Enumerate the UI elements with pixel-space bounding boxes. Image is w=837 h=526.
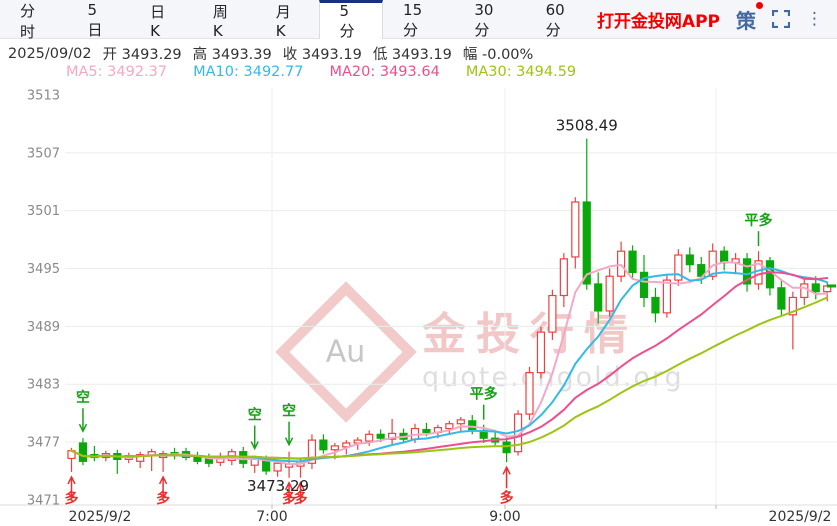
info-field: 收 3493.19 [282, 47, 362, 63]
svg-text:多: 多 [500, 489, 514, 506]
svg-text:多: 多 [65, 490, 79, 507]
tab-15分[interactable]: 15分 [403, 1, 423, 39]
svg-text:9:00: 9:00 [489, 509, 520, 525]
svg-text:3477: 3477 [27, 436, 60, 451]
watermark: Au 金投行情 quote.cngold.org [275, 281, 684, 423]
info-field: 开 3493.29 [102, 47, 182, 63]
tab-5日[interactable]: 5日 [87, 1, 103, 39]
candlestick-chart[interactable]: 3471 3477 3483 3489 3495 3501 3507 3513 2025/9/2… [0, 84, 837, 526]
svg-text:多: 多 [294, 490, 308, 507]
strategy-icon[interactable]: 策 [736, 1, 764, 34]
svg-text:2025/9/2: 2025/9/2 [769, 509, 832, 525]
svg-text:3489: 3489 [27, 320, 60, 335]
notification-dot [756, 1, 764, 9]
svg-text:3473.29: 3473.29 [247, 477, 309, 495]
svg-text:7:00: 7:00 [256, 509, 287, 525]
info-field: 低 3493.19 [372, 47, 452, 63]
tab-周K[interactable]: 周K [212, 3, 228, 40]
svg-text:3471: 3471 [27, 493, 60, 508]
svg-text:3507: 3507 [27, 146, 60, 161]
tab-日K[interactable]: 日K [150, 3, 166, 40]
info-field: 幅 -0.00% [462, 47, 534, 63]
svg-text:3513: 3513 [27, 89, 60, 104]
ma-legend-item: MA30: 3494.59 [465, 64, 577, 80]
ma-legend-row: MA5: 3492.37 MA10: 3492.77 MA20: 3493.64 MA… [66, 64, 602, 80]
open-app-link[interactable]: 打开金投网APP [596, 11, 721, 32]
svg-text:多: 多 [282, 490, 296, 507]
watermark-url: quote.cngold.org [422, 362, 684, 394]
tabbar-right-tools: 打开金投网APP 策 ⋮ [597, 0, 837, 38]
more-menu-icon[interactable]: ⋮ [806, 8, 824, 29]
chart-area[interactable]: Au 金投行情 quote.cngold.org 3471 3477 3483 348… [0, 84, 837, 526]
tab-分时[interactable]: 分时 [20, 1, 36, 41]
svg-text:平多: 平多 [470, 386, 498, 403]
svg-text:3508.49: 3508.49 [556, 116, 618, 134]
svg-text:空: 空 [282, 403, 296, 420]
info-field: 高 3493.39 [192, 47, 272, 63]
tab-月K[interactable]: 月K [275, 3, 291, 40]
svg-text:3495: 3495 [27, 262, 60, 277]
tab-5分[interactable]: 5分 [318, 0, 384, 40]
tab-30分[interactable]: 30分 [474, 1, 494, 39]
svg-text:多: 多 [156, 490, 170, 507]
period-tab-bar: 分时 5日 日K 周K 月K 5分 15分 30分 60分 打开金投网APP 策 ⋮ [0, 0, 837, 41]
session-date: 2025/09/02 [8, 45, 92, 62]
svg-text:2025/9/2: 2025/9/2 [69, 509, 132, 525]
svg-text:3483: 3483 [27, 378, 60, 393]
ma-legend-item: MA5: 3492.37 [66, 64, 168, 80]
svg-text:空: 空 [76, 389, 90, 406]
svg-text:平多: 平多 [745, 212, 773, 229]
svg-text:3501: 3501 [27, 204, 60, 219]
svg-text:空: 空 [248, 407, 262, 424]
ma-legend-item: MA10: 3492.77 [193, 64, 304, 80]
tab-60分[interactable]: 60分 [545, 1, 565, 39]
watermark-brand: 金投行情 [422, 309, 638, 361]
fullscreen-icon[interactable] [772, 10, 791, 28]
price-info-row: 2025/09/02 开 3493.29 高 3493.39 收 3493.19 低 … [8, 43, 544, 64]
ma-legend-item: MA20: 3493.64 [329, 64, 440, 80]
